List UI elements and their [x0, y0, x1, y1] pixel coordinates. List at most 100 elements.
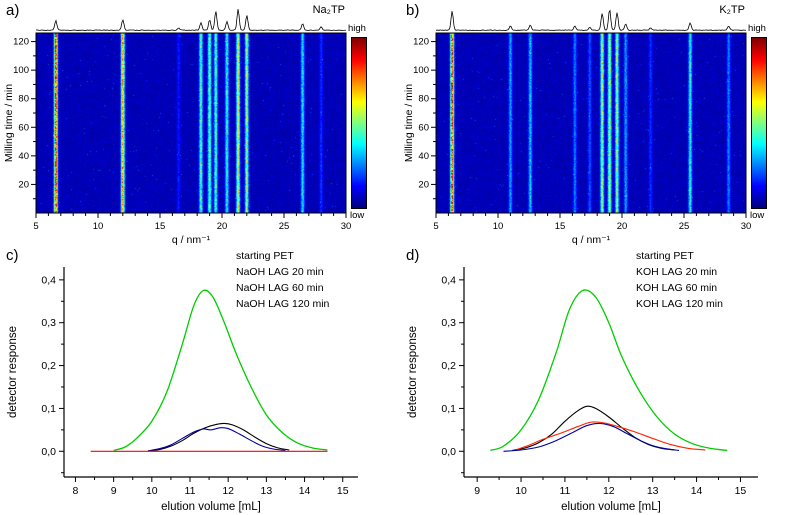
y-tick-label: 40 [418, 151, 429, 162]
colorbar-frame [351, 37, 367, 209]
x-tick-label: 30 [741, 221, 752, 232]
panel-d: d) 9 10 11 12 13 14 15 0,0 0,1 0,2 0,3 0,4 elution v… [400, 245, 800, 515]
x-tick-label: 8 [73, 485, 79, 497]
diffractogram-trace [35, 9, 347, 31]
gpc-chart-d: 9 10 11 12 13 14 15 0,0 0,1 0,2 0,3 0,4 elution volu… [407, 250, 758, 513]
x-tick-label: 25 [279, 221, 290, 232]
y-tick-label: 20 [18, 179, 29, 190]
axis-title-x: q / nm⁻¹ [572, 234, 611, 245]
y-tick-label: 0,4 [41, 274, 56, 286]
y-tick-label: 40 [18, 151, 29, 162]
series-curve-1 [147, 422, 290, 452]
y-tick-label: 120 [13, 37, 29, 48]
y-tick-label: 80 [18, 94, 29, 105]
y-tick-label: 0,1 [441, 403, 456, 415]
y-tick-label: 0,4 [441, 274, 456, 286]
legend-entry-0: starting PET [636, 250, 694, 262]
colorbar-high-label-b: high [748, 23, 766, 34]
x-tick-label: 20 [617, 221, 628, 232]
x-tick-label: 14 [299, 485, 311, 497]
x-tick-label: 12 [603, 485, 615, 497]
axis-title-y: detector response [407, 326, 419, 418]
series-curve-1 [512, 405, 675, 451]
colorbar-frame [751, 37, 767, 209]
legend-entry-3: NaOH LAG 120 min [236, 298, 330, 310]
panel-a: a) Na₂TP high low 5 10 15 20 25 30 20 40 60 80 100… [0, 0, 400, 245]
y-tick-label: 100 [413, 65, 429, 76]
heatmap-frame [435, 32, 747, 214]
gpc-chart-c: 8 9 10 11 12 13 14 15 0,0 0,1 0,2 0,3 0,4 elution vol… [7, 250, 358, 513]
x-tick-label: 14 [691, 485, 703, 497]
x-tick-label: 9 [474, 485, 480, 497]
legend-entry-0: starting PET [236, 250, 294, 262]
axis-title-x: q / nm⁻¹ [172, 234, 211, 245]
x-tick-label: 11 [559, 485, 570, 497]
diffractogram-trace [435, 9, 747, 31]
panel-b: b) K₂TP high low 5 10 15 20 25 30 20 40 60 80 100 1… [400, 0, 800, 245]
heatmap-canvas-b [436, 33, 746, 213]
colorbar-high-label-a: high [348, 23, 366, 34]
x-tick-label: 10 [493, 221, 504, 232]
y-tick-label: 0,3 [441, 317, 456, 329]
x-tick-label: 20 [217, 221, 228, 232]
x-tick-label: 10 [515, 485, 527, 497]
colorbar-low-label-b: low [750, 210, 765, 221]
x-tick-label: 15 [337, 485, 349, 497]
legend-entry-2: NaOH LAG 60 min [236, 282, 324, 294]
x-tick-label: 15 [155, 221, 166, 232]
x-tick-label: 11 [185, 485, 196, 497]
x-tick-label: 10 [146, 485, 158, 497]
panel-b-label: b) [406, 2, 420, 19]
x-tick-label: 12 [222, 485, 234, 497]
y-tick-label: 0,3 [41, 317, 56, 329]
heatmap-axes-a: 5 10 15 20 25 30 20 40 60 80 100 120 q / nm⁻¹ Milling… [3, 9, 367, 245]
axis-title-x: elution volume [mL] [561, 501, 661, 513]
y-tick-label: 0,1 [41, 403, 56, 415]
y-tick-label: 80 [418, 94, 429, 105]
legend-entry-2: KOH LAG 60 min [636, 282, 717, 294]
panel-c: c) 8 9 10 11 12 13 14 15 0,0 0,1 0,2 0,3 0,4 elution … [0, 245, 400, 515]
x-tick-label: 30 [341, 221, 352, 232]
axis-title-x: elution volume [mL] [161, 501, 261, 513]
colorbar-low-label-a: low [350, 210, 365, 221]
series-curve-0 [490, 289, 728, 452]
x-tick-label: 15 [555, 221, 566, 232]
panel-d-label: d) [406, 247, 420, 264]
x-tick-label: 10 [93, 221, 104, 232]
y-tick-label: 60 [418, 122, 429, 133]
legend-entry-3: KOH LAG 120 min [636, 298, 723, 310]
panel-c-label: c) [6, 247, 19, 264]
axis-title-y: detector response [7, 326, 19, 418]
axis-title-y: Milling time / min [403, 84, 415, 162]
x-tick-label: 13 [261, 485, 273, 497]
heatmap-canvas-a [36, 33, 346, 213]
y-tick-label: 20 [418, 179, 429, 190]
x-tick-label: 13 [647, 485, 659, 497]
y-tick-label: 60 [18, 122, 29, 133]
series-curve-3 [516, 421, 706, 451]
panel-a-label: a) [6, 2, 20, 19]
series-curve-0 [113, 289, 328, 452]
compound-label-b: K₂TP [719, 4, 745, 16]
y-tick-label: 100 [13, 65, 29, 76]
x-tick-label: 5 [433, 221, 438, 232]
y-tick-label: 0,2 [41, 360, 56, 372]
y-tick-label: 0,2 [441, 360, 456, 372]
y-tick-label: 120 [413, 37, 429, 48]
legend-entry-1: KOH LAG 20 min [636, 266, 717, 278]
axis-title-y: Milling time / min [3, 84, 15, 162]
compound-label-a: Na₂TP [312, 4, 345, 16]
series-curve-2 [147, 427, 286, 452]
y-tick-label: 0,0 [441, 446, 456, 458]
colorbar-b [752, 38, 766, 208]
colorbar-a [352, 38, 366, 208]
x-tick-label: 9 [111, 485, 117, 497]
series-curve-2 [503, 422, 680, 452]
x-tick-label: 25 [679, 221, 690, 232]
heatmap-frame [35, 32, 347, 214]
legend-entry-1: NaOH LAG 20 min [236, 266, 324, 278]
x-tick-label: 15 [735, 485, 747, 497]
x-tick-label: 5 [33, 221, 38, 232]
heatmap-axes-b: 5 10 15 20 25 30 20 40 60 80 100 120 q / nm⁻¹ Milling… [403, 9, 767, 245]
